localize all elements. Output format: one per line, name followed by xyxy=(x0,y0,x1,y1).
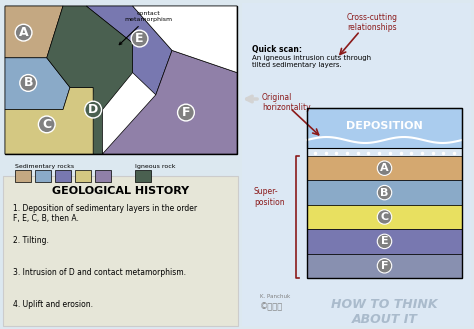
Text: 4. Uplift and erosion.: 4. Uplift and erosion. xyxy=(13,300,93,309)
Bar xyxy=(242,3,471,326)
Text: 2. Tilting.: 2. Tilting. xyxy=(13,236,49,245)
Bar xyxy=(15,170,31,182)
Text: F: F xyxy=(182,106,190,119)
Text: Cross-cutting
relationships: Cross-cutting relationships xyxy=(346,13,398,32)
Text: F: F xyxy=(381,261,388,271)
Bar xyxy=(5,6,237,154)
Text: A: A xyxy=(380,163,389,173)
Text: B: B xyxy=(380,188,389,198)
Bar xyxy=(3,176,238,326)
Polygon shape xyxy=(133,6,237,73)
Text: Super-
position: Super- position xyxy=(254,187,284,207)
Bar xyxy=(307,108,462,278)
Bar xyxy=(307,254,462,278)
Text: B: B xyxy=(23,76,33,89)
Text: Original
horizontality: Original horizontality xyxy=(262,93,310,113)
Polygon shape xyxy=(5,58,70,110)
Bar xyxy=(95,170,111,182)
Bar xyxy=(135,170,151,182)
Text: DEPOSITION: DEPOSITION xyxy=(346,121,423,131)
Text: E: E xyxy=(381,237,388,246)
Text: A: A xyxy=(19,26,28,39)
Text: Sedimentary rocks: Sedimentary rocks xyxy=(15,164,74,169)
Bar xyxy=(307,156,462,180)
Bar xyxy=(35,170,51,182)
Polygon shape xyxy=(5,6,63,58)
Text: C: C xyxy=(381,212,389,222)
Text: An igneous intrusion cuts through
tilted sedimentary layers.: An igneous intrusion cuts through tilted… xyxy=(252,55,371,68)
Text: GEOLOGICAL HISTORY: GEOLOGICAL HISTORY xyxy=(52,186,189,196)
Text: HOW TO THINK
ABOUT IT: HOW TO THINK ABOUT IT xyxy=(331,298,438,326)
Polygon shape xyxy=(86,6,172,95)
Polygon shape xyxy=(47,6,133,154)
Text: K. Panchuk: K. Panchuk xyxy=(260,294,290,299)
Text: Igneous rock: Igneous rock xyxy=(135,164,175,169)
Bar xyxy=(307,229,462,254)
Bar xyxy=(307,108,462,148)
Bar xyxy=(307,180,462,205)
Text: D: D xyxy=(88,103,98,116)
Bar xyxy=(55,170,71,182)
Text: ©ⓘⓢⓐ: ©ⓘⓢⓐ xyxy=(260,302,283,311)
Text: E: E xyxy=(135,32,144,45)
Bar xyxy=(75,170,91,182)
Bar xyxy=(307,205,462,229)
Text: C: C xyxy=(42,118,51,131)
Text: 1. Deposition of sedimentary layers in the order
F, E, C, B, then A.: 1. Deposition of sedimentary layers in t… xyxy=(13,204,197,223)
Polygon shape xyxy=(102,50,237,154)
Text: Quick scan:: Quick scan: xyxy=(252,45,302,54)
Text: 3. Intrusion of D and contact metamorphism.: 3. Intrusion of D and contact metamorphi… xyxy=(13,268,186,277)
Polygon shape xyxy=(5,88,102,154)
Text: contact
metamorphism: contact metamorphism xyxy=(119,11,173,45)
